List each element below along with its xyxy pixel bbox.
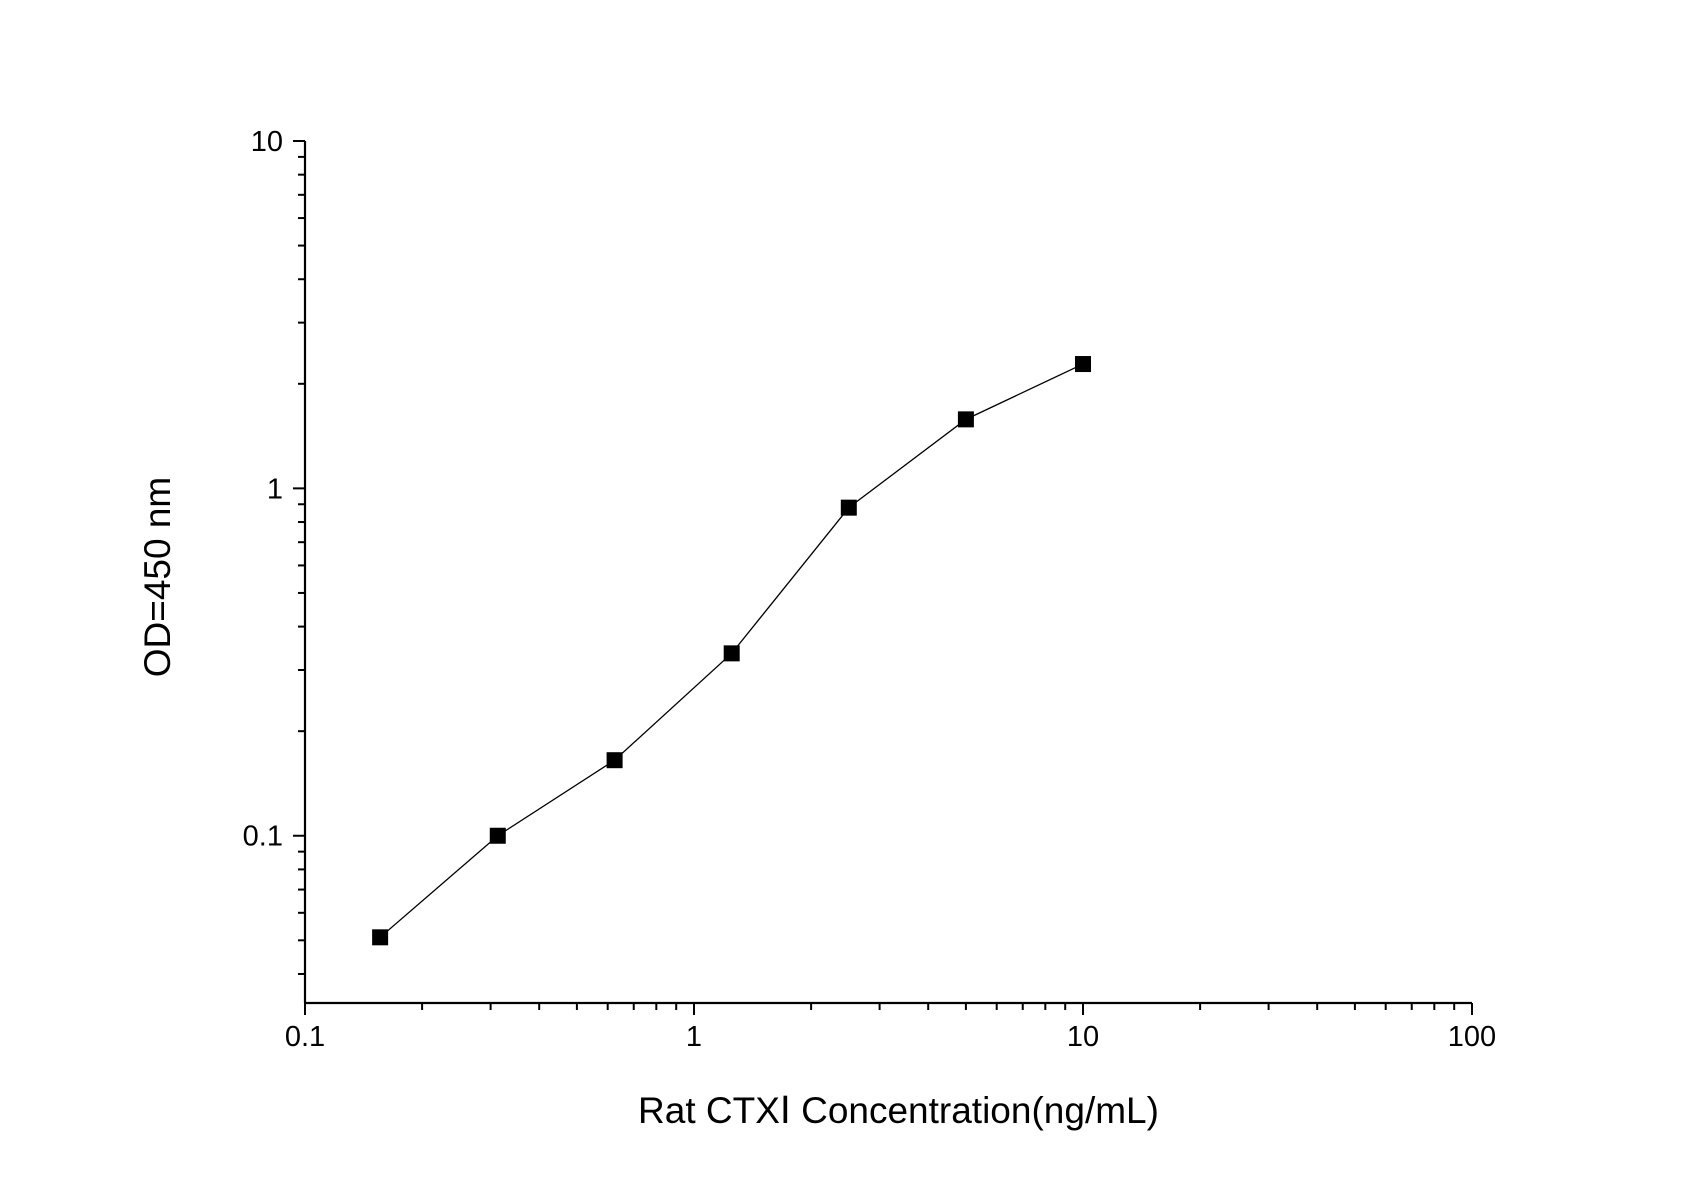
data-point — [372, 929, 389, 946]
data-point — [489, 827, 506, 844]
data-point — [957, 411, 974, 428]
minor-ticks — [298, 155, 1456, 1010]
x-tick-label: 0.1 — [285, 1021, 325, 1053]
data-point — [723, 645, 740, 662]
series — [372, 356, 1091, 946]
major-ticks — [293, 140, 1473, 1015]
data-point — [606, 752, 623, 769]
data-point — [840, 499, 857, 516]
y-tick-label: 0.1 — [243, 821, 283, 853]
x-tick-label: 1 — [686, 1021, 702, 1053]
x-tick-labels: 0.1 1 10 100 — [285, 1021, 1496, 1053]
y-tick-label: 10 — [251, 126, 283, 158]
data-point — [1075, 356, 1091, 373]
y-tick-labels: 0.1 1 10 — [243, 126, 283, 853]
y-axis-title: OD=450 nm — [137, 477, 178, 678]
x-tick-label: 10 — [1067, 1021, 1099, 1053]
y-tick-label: 1 — [267, 473, 283, 505]
x-tick-label: 100 — [1448, 1021, 1496, 1053]
x-axis-title: Rat CTXⅠ Concentration(ng/mL) — [638, 1090, 1159, 1131]
